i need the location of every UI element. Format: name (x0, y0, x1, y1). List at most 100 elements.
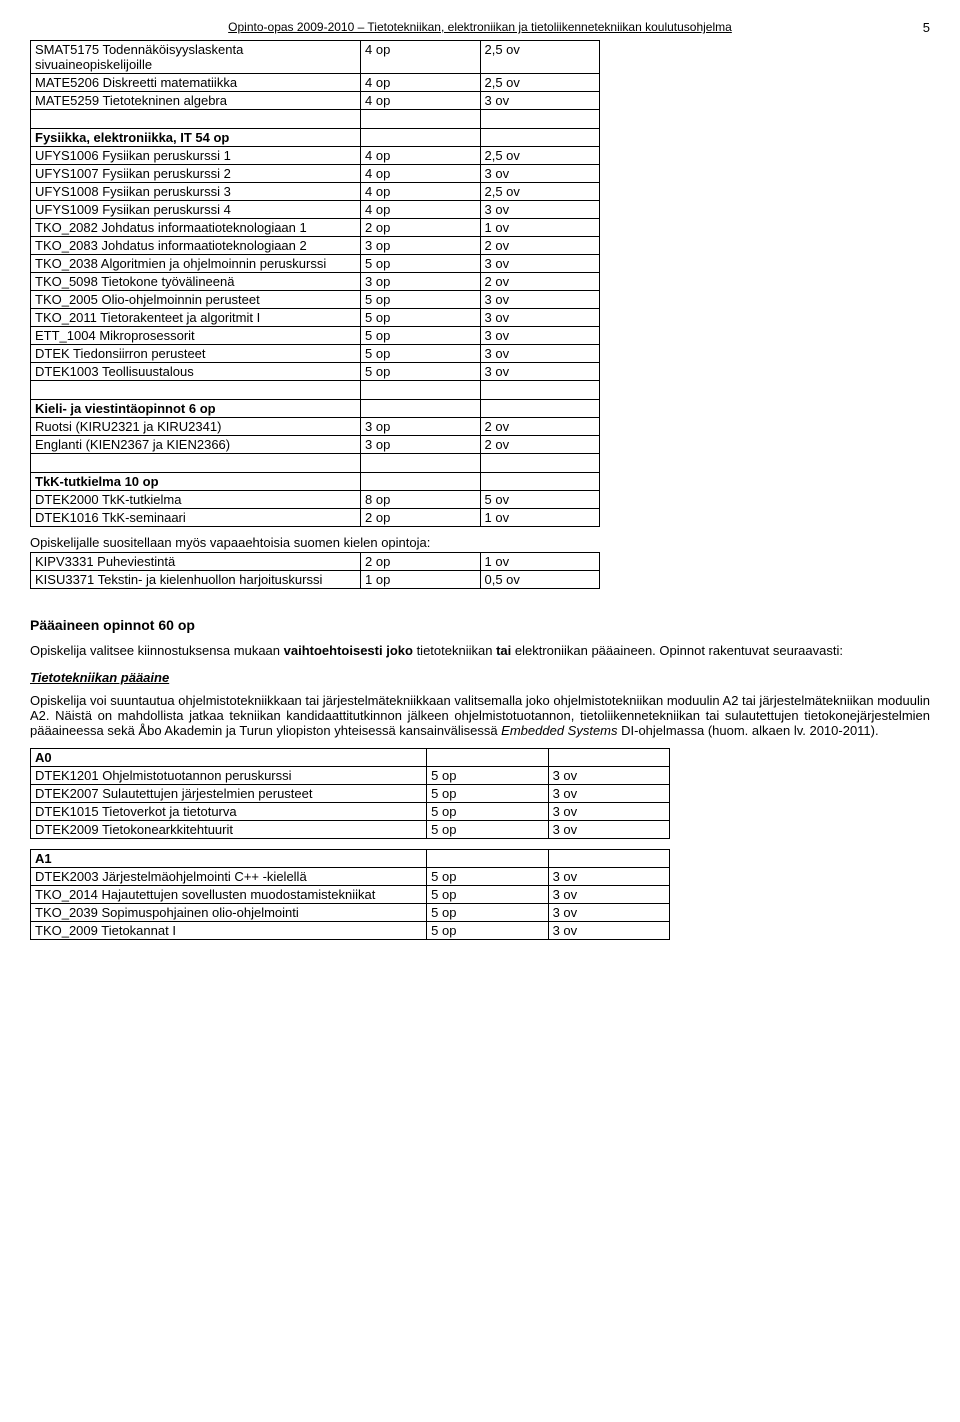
blank-cell (480, 454, 600, 473)
cell: TKO_2009 Tietokannat I (31, 922, 427, 940)
p1c: tietotekniikan (413, 643, 496, 658)
blank-cell (480, 381, 600, 400)
cell: TKO_2011 Tietorakenteet ja algoritmit I (31, 309, 361, 327)
table-row: TKO_2083 Johdatus informaatioteknologiaa… (31, 237, 600, 255)
cell: 3 ov (548, 767, 669, 785)
cell: 1 op (361, 571, 480, 589)
cell: UFYS1009 Fysiikan peruskurssi 4 (31, 201, 361, 219)
table-row: TKO_2082 Johdatus informaatioteknologiaa… (31, 219, 600, 237)
para-desc: Opiskelija voi suuntautua ohjelmistotekn… (30, 693, 930, 738)
cell: Englanti (KIEN2367 ja KIEN2366) (31, 436, 361, 454)
p2b: Embedded Systems (501, 723, 617, 738)
blank-cell (480, 110, 600, 129)
blank-cell (361, 110, 480, 129)
p1b: vaihtoehtoisesti joko (284, 643, 413, 658)
table-row: DTEK2003 Järjestelmäohjelmointi C++ -kie… (31, 868, 670, 886)
cell: TKO_5098 Tietokone työvälineenä (31, 273, 361, 291)
cell: 3 ov (480, 92, 600, 110)
table-row (31, 110, 600, 129)
table-row: MATE5206 Diskreetti matematiikka4 op2,5 … (31, 74, 600, 92)
cell: DTEK2009 Tietokonearkkitehtuurit (31, 821, 427, 839)
table-row: KISU3371 Tekstin- ja kielenhuollon harjo… (31, 571, 600, 589)
cell (361, 400, 480, 418)
cell: 3 ov (480, 327, 600, 345)
cell: 3 ov (548, 904, 669, 922)
cell: 2 op (361, 553, 480, 571)
cell: DTEK1015 Tietoverkot ja tietoturva (31, 803, 427, 821)
cell: 3 ov (480, 201, 600, 219)
header-text: Opinto-opas 2009-2010 – Tietotekniikan, … (30, 20, 930, 34)
cell: 2,5 ov (480, 183, 600, 201)
para-choice: Opiskelija valitsee kiinnostuksensa muka… (30, 643, 930, 658)
cell: 2 ov (480, 237, 600, 255)
table-row: TKO_2009 Tietokannat I5 op3 ov (31, 922, 670, 940)
table-row (31, 381, 600, 400)
cell: 5 op (427, 785, 548, 803)
blank-cell (361, 454, 480, 473)
cell: MATE5206 Diskreetti matematiikka (31, 74, 361, 92)
cell: 4 op (361, 165, 480, 183)
cell: 1 ov (480, 219, 600, 237)
cell (427, 850, 548, 868)
cell: 5 op (427, 803, 548, 821)
cell: UFYS1007 Fysiikan peruskurssi 2 (31, 165, 361, 183)
table-row: DTEK1201 Ohjelmistotuotannon peruskurssi… (31, 767, 670, 785)
cell: 2 ov (480, 418, 600, 436)
main-course-table: SMAT5175 Todennäköisyyslaskenta sivuaine… (30, 40, 600, 527)
table-row: UFYS1007 Fysiikan peruskurssi 24 op3 ov (31, 165, 600, 183)
blank-cell (361, 381, 480, 400)
cell: DTEK1016 TkK-seminaari (31, 509, 361, 527)
cell: 5 op (427, 922, 548, 940)
cell: Ruotsi (KIRU2321 ja KIRU2341) (31, 418, 361, 436)
cell: SMAT5175 Todennäköisyyslaskenta sivuaine… (31, 41, 361, 74)
cell: 3 ov (548, 886, 669, 904)
cell: DTEK1201 Ohjelmistotuotannon peruskurssi (31, 767, 427, 785)
cell: 5 op (361, 327, 480, 345)
optional-intro: Opiskelijalle suositellaan myös vapaaeht… (30, 535, 930, 550)
table-row: UFYS1009 Fysiikan peruskurssi 44 op3 ov (31, 201, 600, 219)
cell (361, 129, 480, 147)
cell: 2 op (361, 509, 480, 527)
cell: UFYS1008 Fysiikan peruskurssi 3 (31, 183, 361, 201)
cell: Kieli- ja viestintäopinnot 6 op (31, 400, 361, 418)
cell: DTEK Tiedonsiirron perusteet (31, 345, 361, 363)
cell: DTEK2007 Sulautettujen järjestelmien per… (31, 785, 427, 803)
cell: 3 ov (548, 803, 669, 821)
table-row: DTEK1003 Teollisuustalous5 op3 ov (31, 363, 600, 381)
cell (480, 129, 600, 147)
cell: 4 op (361, 201, 480, 219)
table-row: DTEK2000 TkK-tutkielma8 op5 ov (31, 491, 600, 509)
cell: TKO_2039 Sopimuspohjainen olio-ohjelmoin… (31, 904, 427, 922)
cell: 3 ov (548, 868, 669, 886)
cell: 5 ov (480, 491, 600, 509)
cell: UFYS1006 Fysiikan peruskurssi 1 (31, 147, 361, 165)
cell: A0 (31, 749, 427, 767)
cell: 2,5 ov (480, 74, 600, 92)
cell (548, 850, 669, 868)
table-row: UFYS1008 Fysiikan peruskurssi 34 op2,5 o… (31, 183, 600, 201)
cell (427, 749, 548, 767)
cell: A1 (31, 850, 427, 868)
table-row: A0 (31, 749, 670, 767)
table-row: TKO_2014 Hajautettujen sovellusten muodo… (31, 886, 670, 904)
a0-table: A0DTEK1201 Ohjelmistotuotannon peruskurs… (30, 748, 670, 839)
cell: 1 ov (480, 553, 600, 571)
p1a: Opiskelija valitsee kiinnostuksensa muka… (30, 643, 284, 658)
cell: 1 ov (480, 509, 600, 527)
cell: 3 ov (480, 291, 600, 309)
cell: TKO_2014 Hajautettujen sovellusten muodo… (31, 886, 427, 904)
p1d: tai (496, 643, 511, 658)
cell: 3 op (361, 237, 480, 255)
cell: 5 op (427, 904, 548, 922)
table-row (31, 454, 600, 473)
table-row: Ruotsi (KIRU2321 ja KIRU2341)3 op2 ov (31, 418, 600, 436)
cell: 3 ov (480, 345, 600, 363)
cell: 5 op (427, 886, 548, 904)
cell: 0,5 ov (480, 571, 600, 589)
cell: 4 op (361, 147, 480, 165)
cell: 3 op (361, 418, 480, 436)
cell: 2,5 ov (480, 41, 600, 74)
blank-cell (31, 381, 361, 400)
cell: 2,5 ov (480, 147, 600, 165)
cell: ETT_1004 Mikroprosessorit (31, 327, 361, 345)
